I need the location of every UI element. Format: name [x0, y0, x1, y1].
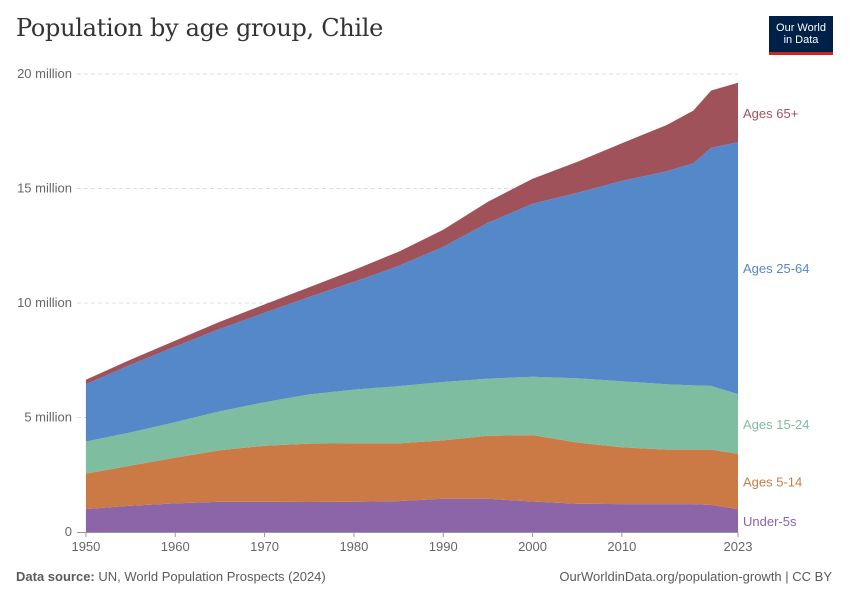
x-tick-label: 2000 — [518, 539, 547, 554]
area-ages-15-24[interactable] — [85, 376, 738, 474]
logo-line1: Our World — [776, 22, 826, 34]
y-tick-label: 10 million — [17, 295, 72, 310]
series-label: Ages 65+ — [743, 106, 798, 121]
x-tick-label: 2010 — [607, 539, 636, 554]
y-tick-label: 20 million — [17, 66, 72, 81]
logo-line2: in Data — [783, 34, 819, 46]
area-series — [85, 82, 738, 532]
y-tick-label: 0 — [65, 524, 72, 539]
series-label: Under-5s — [743, 514, 797, 529]
data-source: Data source: UN, World Population Prospe… — [16, 569, 326, 584]
axes: 0 5 million 10 million 15 million 20 million… — [17, 66, 752, 554]
series-label: Ages 15-24 — [743, 417, 810, 432]
data-source-label: Data source: — [16, 569, 95, 584]
x-tick-label: 1970 — [250, 539, 279, 554]
source-url-link[interactable]: OurWorldinData.org/population-growth | C… — [559, 569, 832, 584]
y-tick-label: 15 million — [17, 181, 72, 196]
y-tick-label: 5 million — [24, 410, 72, 425]
data-source-text: UN, World Population Prospects (2024) — [98, 569, 326, 584]
series-label: Ages 5-14 — [743, 474, 802, 489]
area-chart: 0 5 million 10 million 15 million 20 million… — [17, 66, 810, 554]
area-ages-5-14[interactable] — [85, 435, 738, 510]
chart-title: Population by age group, Chile — [16, 14, 384, 42]
x-tick-label: 1960 — [161, 539, 190, 554]
x-tick-label: 1990 — [429, 539, 458, 554]
x-tick-label: 1950 — [71, 539, 100, 554]
series-label: Ages 25-64 — [743, 261, 810, 276]
area-ages-25-64[interactable] — [85, 142, 738, 442]
series-labels: Under-5s Ages 5-14 Ages 15-24 Ages 25-64 Age… — [743, 106, 810, 529]
owid-logo[interactable]: Our World in Data — [769, 16, 833, 55]
area-ages-65-[interactable] — [85, 82, 738, 385]
x-tick-label: 1980 — [339, 539, 368, 554]
area-under-5s[interactable] — [85, 498, 738, 532]
x-tick-label: 2023 — [724, 539, 753, 554]
